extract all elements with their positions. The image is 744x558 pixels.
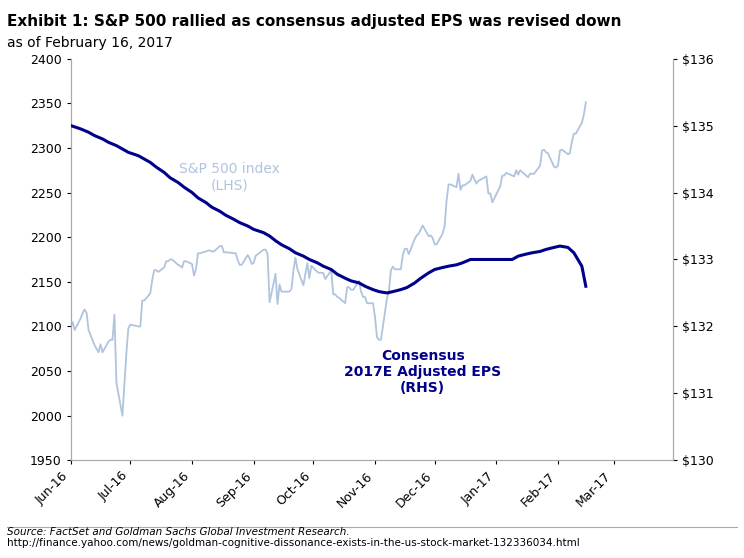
Text: Exhibit 1: S&P 500 rallied as consensus adjusted EPS was revised down: Exhibit 1: S&P 500 rallied as consensus … xyxy=(7,14,622,29)
Text: http://finance.yahoo.com/news/goldman-cognitive-dissonance-exists-in-the-us-stoc: http://finance.yahoo.com/news/goldman-co… xyxy=(7,538,580,548)
Text: as of February 16, 2017: as of February 16, 2017 xyxy=(7,36,173,50)
Text: Source: FactSet and Goldman Sachs Global Investment Research.: Source: FactSet and Goldman Sachs Global… xyxy=(7,527,350,537)
Text: S&P 500 index
(LHS): S&P 500 index (LHS) xyxy=(179,162,280,193)
Text: Consensus
2017E Adjusted EPS
(RHS): Consensus 2017E Adjusted EPS (RHS) xyxy=(344,349,501,395)
